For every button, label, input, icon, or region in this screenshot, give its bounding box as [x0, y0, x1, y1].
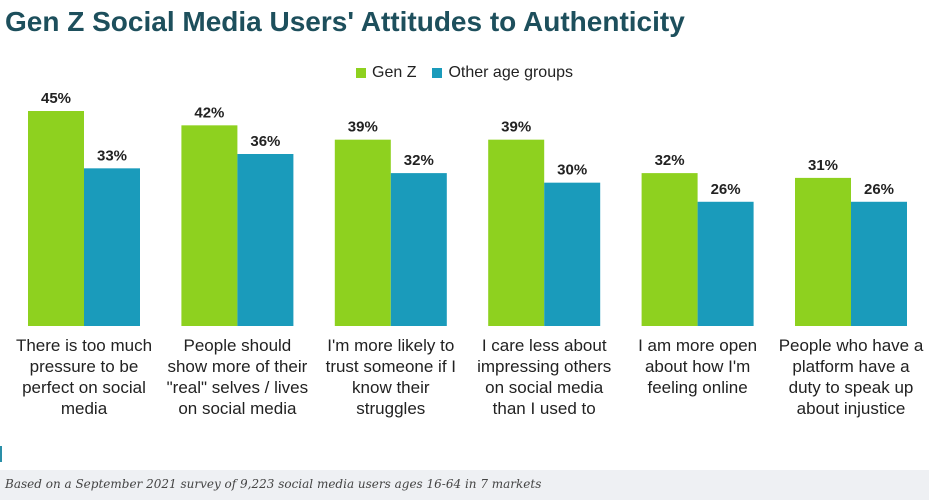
category-label-line: struggles — [356, 399, 426, 418]
category-label-line: on social media — [178, 399, 297, 418]
bar-other-3 — [544, 182, 601, 326]
category-label-line: I am more open — [638, 336, 758, 355]
legend-swatch-gen-z — [356, 68, 366, 78]
legend-label-other-age-groups: Other age groups — [448, 64, 573, 81]
bar-gen-z-3 — [488, 139, 545, 326]
category-label-line: impressing others — [477, 357, 612, 376]
bar-other-1 — [237, 154, 294, 326]
chart-title: Gen Z Social Media Users' Attitudes to A… — [5, 6, 685, 37]
bar-gen-z-1 — [181, 125, 238, 326]
legend-swatch-other-age-groups — [432, 68, 443, 78]
bar-gen-z-5 — [795, 177, 851, 326]
data-label-gen-z-0: 45% — [41, 90, 71, 107]
footer-bar: Based on a September 2021 survey of 9,22… — [0, 470, 929, 500]
legend-label-gen-z: Gen Z — [372, 64, 417, 81]
data-label-other-1: 36% — [250, 133, 280, 150]
data-label-other-3: 30% — [557, 162, 587, 179]
legend-item-gen-z: Gen Z — [356, 64, 416, 82]
category-label-5: People who have a platform have a duty to … — [776, 335, 926, 419]
category-label-line: feeling online — [647, 378, 748, 397]
category-label-line: perfect on social — [22, 378, 146, 397]
bar-gen-z-4 — [641, 173, 698, 326]
category-label-line: People who have a — [778, 336, 924, 355]
bar-gen-z-2 — [334, 139, 391, 326]
bar-other-4 — [697, 201, 754, 326]
data-label-gen-z-4: 32% — [655, 152, 685, 169]
bar-gen-z-0 — [28, 111, 84, 326]
category-label-line: There is too much — [15, 336, 153, 355]
category-label-line: media — [60, 399, 108, 418]
category-label-4: I am more open about how I'm feeling onlin… — [623, 335, 773, 398]
category-label-line: know their — [352, 378, 430, 397]
category-label-line: than I used to — [492, 399, 596, 418]
legend-item-other-age-groups: Other age groups — [432, 64, 573, 82]
category-label-0: There is too much pressure to be perfect o… — [9, 335, 159, 419]
category-label-line: "real" selves / lives — [166, 378, 309, 397]
data-label-other-2: 32% — [404, 152, 434, 169]
category-label-line: trust someone if I — [325, 357, 456, 376]
category-label-line: on social media — [485, 378, 604, 397]
source-note: Based on a September 2021 survey of 9,22… — [5, 477, 542, 491]
category-label-line: about how I'm — [644, 357, 751, 376]
bar-other-5 — [851, 201, 907, 326]
category-label-line: I care less about — [481, 336, 607, 355]
data-label-gen-z-1: 42% — [194, 104, 224, 121]
data-label-gen-z-2: 39% — [348, 119, 378, 136]
category-label-line: show more of their — [167, 357, 308, 376]
bar-other-2 — [390, 173, 447, 326]
data-label-other-0: 33% — [97, 147, 127, 164]
category-label-line: People should — [183, 336, 292, 355]
category-label-line: platform have a — [792, 357, 910, 376]
data-label-other-4: 26% — [711, 181, 741, 198]
data-label-gen-z-3: 39% — [501, 119, 531, 136]
left-accent-rule — [0, 446, 2, 462]
data-label-gen-z-5: 31% — [808, 157, 838, 174]
category-label-3: I care less about impressing others on soc… — [469, 335, 619, 419]
category-label-line: about injustice — [796, 399, 906, 418]
category-label-2: I'm more likely to trust someone if I know… — [316, 335, 466, 419]
bar-other-0 — [84, 168, 140, 326]
legend: Gen Z Other age groups — [0, 64, 929, 82]
category-label-line: pressure to be — [29, 357, 139, 376]
category-label-line: I'm more likely to — [327, 336, 455, 355]
data-label-other-5: 26% — [864, 181, 894, 198]
category-label-1: People should show more of their "real" se… — [162, 335, 312, 419]
category-label-line: duty to speak up — [788, 378, 914, 397]
